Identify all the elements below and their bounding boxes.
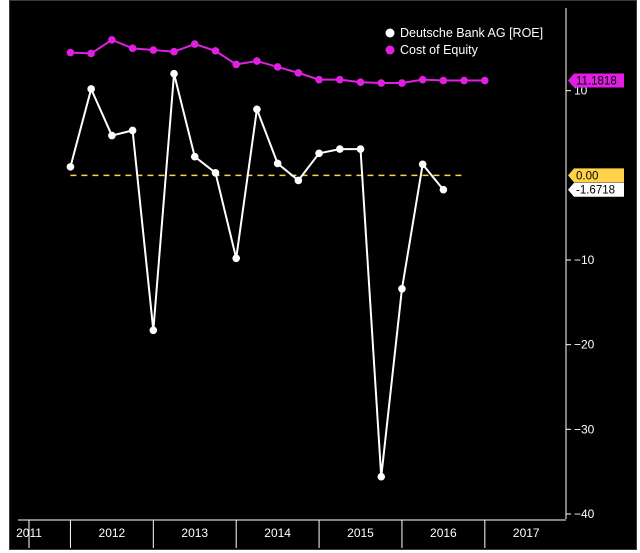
data-point bbox=[128, 44, 137, 53]
y-tick-label: −20 bbox=[574, 338, 595, 352]
data-point bbox=[398, 284, 406, 293]
legend-marker bbox=[385, 45, 395, 55]
data-point bbox=[170, 69, 178, 78]
data-point bbox=[87, 85, 95, 93]
data-point bbox=[66, 163, 75, 171]
data-point bbox=[87, 49, 95, 58]
data-point bbox=[481, 76, 489, 85]
zero-value-tag-label: 0.00 bbox=[576, 170, 598, 182]
series-line-0 bbox=[69, 72, 445, 478]
zero-value-tag-bg bbox=[568, 168, 624, 183]
data-point bbox=[232, 254, 240, 263]
data-point bbox=[253, 105, 261, 114]
data-point bbox=[460, 76, 468, 85]
data-point bbox=[108, 36, 116, 44]
legend-box bbox=[378, 20, 564, 62]
data-point bbox=[439, 185, 448, 194]
data-point bbox=[294, 69, 303, 77]
data-point bbox=[439, 76, 448, 85]
x-tick-label: 2014 bbox=[264, 526, 291, 540]
data-point bbox=[149, 326, 158, 335]
data-point bbox=[232, 60, 240, 69]
data-point bbox=[356, 145, 365, 153]
data-point bbox=[418, 75, 427, 84]
data-point bbox=[190, 40, 199, 48]
x-tick-label: 2013 bbox=[181, 526, 208, 540]
legend-entry: Cost of Equity bbox=[400, 43, 479, 57]
data-point bbox=[273, 159, 282, 168]
data-point bbox=[273, 63, 282, 71]
chart-frame bbox=[9, 0, 637, 550]
data-point bbox=[315, 149, 323, 158]
x-tick-label: 2015 bbox=[347, 526, 374, 540]
cost-of-equity-value-tag-bg bbox=[568, 73, 624, 88]
data-point bbox=[211, 168, 220, 177]
data-point bbox=[190, 152, 199, 161]
data-point bbox=[398, 79, 406, 87]
data-point bbox=[149, 46, 158, 54]
x-tick-label: 2017 bbox=[513, 526, 540, 540]
data-point bbox=[356, 78, 365, 86]
roe-value-tag-label: -1.6718 bbox=[576, 185, 615, 197]
x-tick-label: 2012 bbox=[99, 526, 126, 540]
x-tick-label: 2011 bbox=[16, 526, 42, 540]
data-point bbox=[294, 176, 303, 185]
data-point bbox=[128, 126, 137, 135]
legend-entry: Deutsche Bank AG [ROE] bbox=[400, 26, 543, 40]
data-point bbox=[335, 75, 344, 84]
x-tick-label: 2016 bbox=[430, 526, 457, 540]
data-point bbox=[253, 57, 261, 65]
cost-of-equity-value-tag-label: 11.1818 bbox=[576, 76, 617, 88]
y-tick-label: −40 bbox=[574, 507, 595, 521]
data-point bbox=[211, 47, 220, 55]
data-point bbox=[66, 48, 75, 57]
data-point bbox=[108, 131, 116, 140]
legend-marker bbox=[385, 28, 395, 38]
data-point bbox=[170, 47, 178, 56]
data-point bbox=[418, 160, 427, 169]
y-tick-label: −30 bbox=[574, 422, 595, 436]
data-point bbox=[315, 75, 323, 84]
roe-value-tag-bg bbox=[568, 182, 624, 197]
data-point bbox=[335, 145, 344, 153]
data-point bbox=[377, 79, 386, 87]
data-point bbox=[377, 472, 386, 481]
y-tick-label: −10 bbox=[574, 253, 595, 267]
